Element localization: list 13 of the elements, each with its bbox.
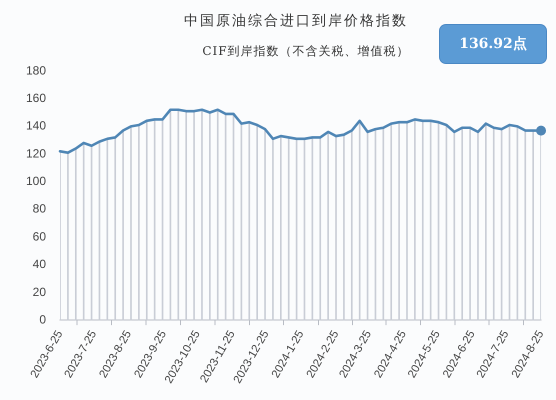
y-tick-label: 60	[32, 229, 46, 244]
y-tick-label: 40	[32, 257, 46, 272]
y-tick-label: 80	[32, 202, 46, 216]
y-tick-label: 180	[26, 63, 46, 78]
y-tick-label: 160	[26, 90, 46, 105]
chart-subtitle: CIF到岸指数（不含关税、增值税）	[201, 43, 411, 60]
y-tick-label: 120	[26, 146, 46, 160]
y-tick-label: 0	[39, 312, 46, 326]
chart-title: 中国原油综合进口到岸价格指数	[183, 12, 409, 30]
y-tick-label: 100	[26, 174, 46, 188]
text: 136.92点	[459, 36, 527, 52]
y-tick-label: 20	[32, 284, 46, 299]
y-tick-label: 140	[26, 118, 46, 133]
